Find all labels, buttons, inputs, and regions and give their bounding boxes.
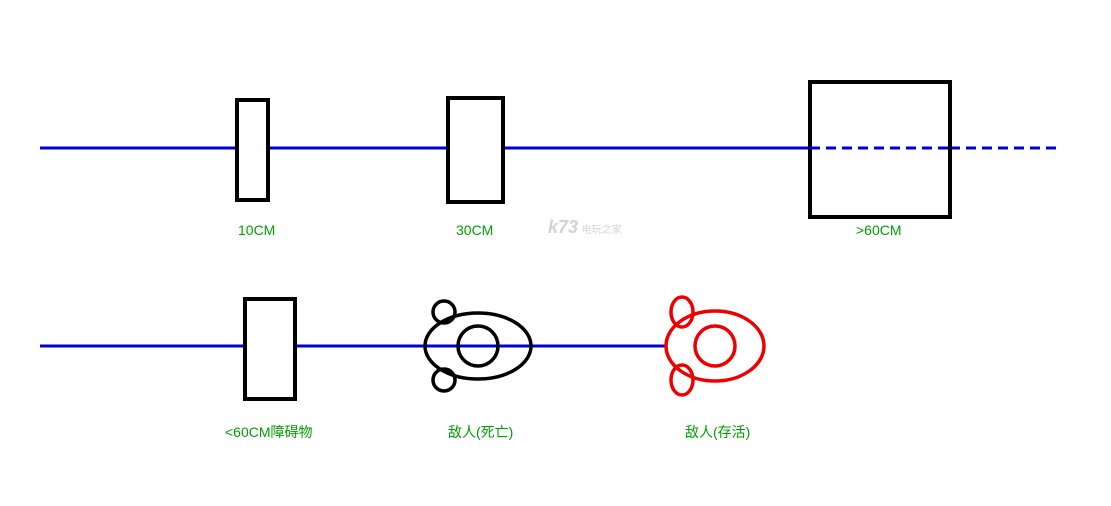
obstacle-lt60cm: [245, 299, 295, 399]
watermark: k73 电玩之家: [548, 217, 622, 238]
label-enemy-dead: 敌人(死亡): [448, 422, 513, 442]
watermark-sub: 电玩之家: [582, 225, 622, 236]
obstacle-30cm: [448, 98, 503, 202]
label-lt60cm: <60CM障碍物: [225, 422, 313, 442]
enemy-alive: [666, 297, 764, 395]
label-60cm: >60CM: [856, 222, 902, 238]
obstacle-10cm: [237, 100, 268, 200]
label-10cm: 10CM: [238, 222, 275, 238]
label-30cm: 30CM: [456, 222, 493, 238]
watermark-main: k73: [548, 217, 578, 237]
label-enemy-alive: 敌人(存活): [685, 422, 750, 442]
diagram-canvas: [0, 0, 1111, 506]
